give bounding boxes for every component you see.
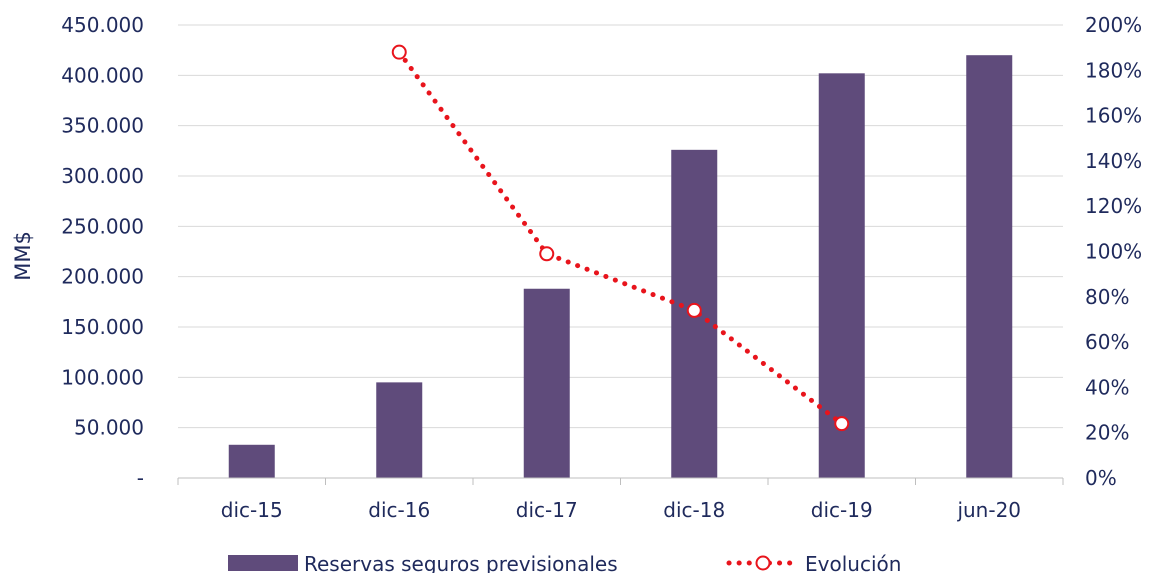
y2-tick-label: 60% xyxy=(1085,330,1129,354)
gridlines xyxy=(178,24,1063,429)
y-tick-label: 50.000 xyxy=(74,416,144,440)
y2-tick-label: 20% xyxy=(1085,421,1129,445)
y-tick-label: 200.000 xyxy=(61,265,144,289)
y-tick-label: 250.000 xyxy=(61,214,144,238)
line-series xyxy=(391,44,850,432)
bar xyxy=(376,382,423,478)
y2-tick-label: 140% xyxy=(1085,149,1142,173)
x-tick-label: dic-19 xyxy=(811,498,873,522)
y-tick-label: 100.000 xyxy=(61,365,144,389)
line-marker xyxy=(686,302,702,318)
y2-tick-label: 0% xyxy=(1085,466,1117,490)
line-marker xyxy=(834,416,850,432)
legend: Reservas seguros previsionales Evolución xyxy=(228,552,901,573)
y2-tick-label: 200% xyxy=(1085,13,1142,37)
y2-tick-label: 160% xyxy=(1085,104,1142,128)
line-path xyxy=(396,49,845,427)
x-tick-label: dic-15 xyxy=(221,498,283,522)
y-tick-label: 400.000 xyxy=(61,63,144,87)
y-tick-label: 300.000 xyxy=(61,164,144,188)
y-tick-label: - xyxy=(137,466,144,490)
line-marker xyxy=(391,44,407,60)
y-tick-label: 450.000 xyxy=(61,13,144,37)
legend-label: Evolución xyxy=(805,552,901,573)
y2-tick-label: 40% xyxy=(1085,375,1129,399)
x-tick-label: jun-20 xyxy=(956,498,1021,522)
x-tick-label: dic-18 xyxy=(663,498,725,522)
y2-tick-label: 100% xyxy=(1085,240,1142,264)
legend-label: Reservas seguros previsionales xyxy=(304,552,618,573)
x-tick-label: dic-16 xyxy=(368,498,430,522)
bar xyxy=(966,55,1013,478)
axes: - 50.000 100.000 150.000 200.000 250.000 300.0… xyxy=(61,13,1142,522)
line-marker xyxy=(539,246,555,262)
x-tick-label: dic-17 xyxy=(516,498,578,522)
y-tick-label: 350.000 xyxy=(61,114,144,138)
y2-tick-label: 180% xyxy=(1085,58,1142,82)
bar-series xyxy=(228,55,1013,478)
y2-tick-label: 120% xyxy=(1085,194,1142,218)
legend-swatch-marker xyxy=(755,555,771,571)
bar xyxy=(523,288,570,478)
legend-swatch-bar xyxy=(228,555,298,571)
bar xyxy=(228,444,275,478)
y2-tick-label: 80% xyxy=(1085,285,1129,309)
y-tick-label: 150.000 xyxy=(61,315,144,339)
y-axis-label: MM$ xyxy=(11,231,35,281)
